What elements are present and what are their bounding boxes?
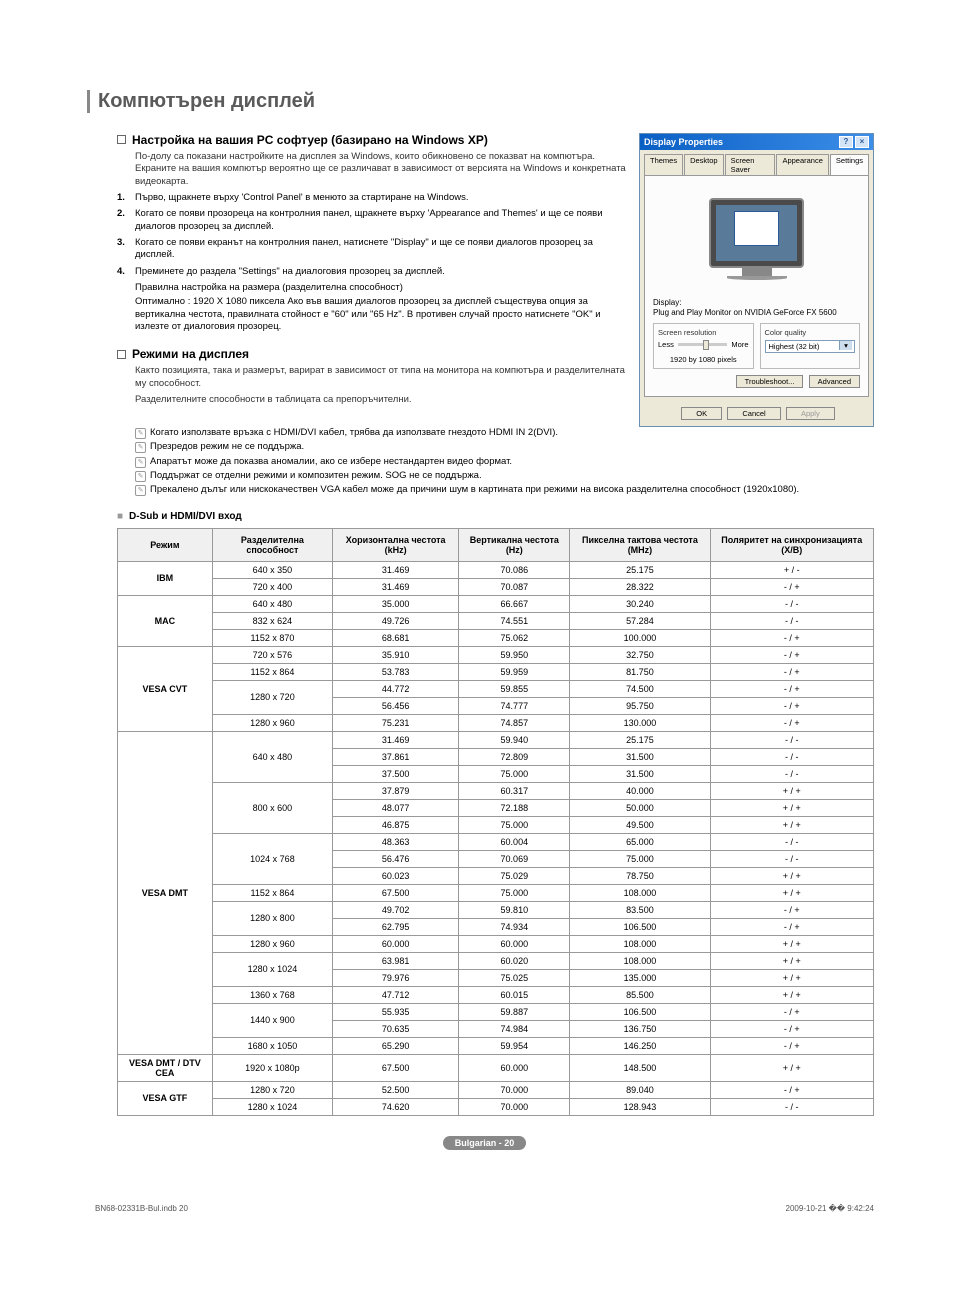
ok-button[interactable]: OK: [681, 407, 722, 420]
resolution-value: 1920 by 1080 pixels: [658, 355, 749, 364]
table-row: 832 x 62449.72674.55157.284- / -: [118, 612, 874, 629]
table-row: 1280 x 102463.98160.020108.000+ / +: [118, 952, 874, 969]
note-3: ✎Апаратът може да показва аномалии, ако …: [135, 456, 874, 468]
table-row: IBM640 x 35031.46970.08625.175+ / -: [118, 561, 874, 578]
close-icon[interactable]: ×: [855, 136, 869, 148]
resolution-slider[interactable]: [678, 343, 728, 346]
table-row: 1680 x 105065.29059.954146.250- / +: [118, 1037, 874, 1054]
resolution-table: Режим Разделителна способност Хоризонтал…: [117, 528, 874, 1116]
section1-header: Настройка на вашия PC софтуер (базирано …: [117, 133, 627, 147]
table-row: 1152 x 86467.50075.000108.000+ / +: [118, 884, 874, 901]
troubleshoot-button[interactable]: Troubleshoot...: [736, 375, 804, 388]
th-mode: Режим: [118, 528, 213, 561]
section2-intro2: Разделителните способности в таблицата с…: [135, 394, 627, 406]
tab-settings[interactable]: Settings: [830, 154, 869, 175]
display-name: Plug and Play Monitor on NVIDIA GeForce …: [653, 308, 860, 317]
step-4-sub1: Правилна настройка на размера (разделите…: [135, 282, 627, 294]
tab-themes[interactable]: Themes: [644, 154, 683, 175]
monitor-preview: [653, 184, 860, 294]
tab-appearance[interactable]: Appearance: [776, 154, 828, 175]
section1-intro: По-долу са показани настройките на диспл…: [135, 151, 627, 188]
section2-intro1: Както позицията, така и размерът, варира…: [135, 365, 627, 390]
table-row: 1280 x 102474.62070.000128.943- / -: [118, 1098, 874, 1115]
table-row: 1280 x 96075.23174.857130.000- / +: [118, 714, 874, 731]
section2-header: Режими на дисплея: [117, 347, 627, 361]
screen-resolution-group: Screen resolution Less More 1920 by 1080…: [653, 323, 754, 369]
page-badge: Bulgarian - 20: [443, 1136, 527, 1150]
step-4-sub2: Оптимално : 1920 X 1080 пиксела Ако във …: [135, 296, 627, 333]
th-vfreq: Вертикална честота (Hz): [459, 528, 570, 561]
step-3: 3.Когато се появи екранът на контролния …: [117, 237, 627, 262]
cancel-button[interactable]: Cancel: [727, 407, 780, 420]
tab-screensaver[interactable]: Screen Saver: [725, 154, 776, 175]
table-row: VESA DMT / DTV CEA1920 x 1080p67.50060.0…: [118, 1054, 874, 1081]
th-hfreq: Хоризонтална честота (kHz): [333, 528, 459, 561]
th-resolution: Разделителна способност: [212, 528, 332, 561]
table-row: 720 x 40031.46970.08728.322- / +: [118, 578, 874, 595]
dp-tabs: Themes Desktop Screen Saver Appearance S…: [640, 150, 873, 175]
table-row: 1024 x 76848.36360.00465.000- / -: [118, 833, 874, 850]
table-row: 800 x 60037.87960.31740.000+ / +: [118, 782, 874, 799]
table-row: VESA DMT640 x 48031.46959.94025.175- / -: [118, 731, 874, 748]
color-quality-dropdown[interactable]: Highest (32 bit): [765, 340, 856, 353]
apply-button[interactable]: Apply: [786, 407, 835, 420]
note-1: ✎Когато използвате връзка с HDMI/DVI каб…: [135, 427, 874, 439]
table-row: 1280 x 96060.00060.000108.000+ / +: [118, 935, 874, 952]
th-polarity: Поляритет на синхронизацията (Х/В): [710, 528, 873, 561]
table-row: 1360 x 76847.71260.01585.500+ / +: [118, 986, 874, 1003]
step-4: 4.Преминете до раздела "Settings" на диа…: [117, 266, 627, 278]
display-label: Display:: [653, 298, 860, 307]
note-5: ✎Прекалено дълъг или нискокачествен VGA …: [135, 484, 874, 496]
tab-desktop[interactable]: Desktop: [684, 154, 724, 175]
bullet-icon: [117, 350, 126, 359]
footer-left: BN68-02331B-Bul.indb 20: [95, 1204, 188, 1213]
note-icon: ✎: [135, 428, 146, 439]
dp-titlebar: Display Properties ? ×: [640, 134, 873, 150]
step-2: 2.Когато се появи прозореца на контролни…: [117, 208, 627, 233]
table-row: MAC640 x 48035.00066.66730.240- / -: [118, 595, 874, 612]
table-row: VESA CVT720 x 57635.91059.95032.750- / +: [118, 646, 874, 663]
note-icon: ✎: [135, 471, 146, 482]
table-row: 1280 x 72044.77259.85574.500- / +: [118, 680, 874, 697]
table-row: VESA GTF1280 x 72052.50070.00089.040- / …: [118, 1081, 874, 1098]
table-row: 1280 x 80049.70259.81083.500- / +: [118, 901, 874, 918]
note-4: ✎Поддържат се отделни режими и композите…: [135, 470, 874, 482]
color-quality-group: Color quality Highest (32 bit): [760, 323, 861, 369]
table-row: 1440 x 90055.93559.887106.500- / +: [118, 1003, 874, 1020]
table-row: 1152 x 87068.68175.062100.000- / +: [118, 629, 874, 646]
table-title: ■D-Sub и HDMI/DVI вход: [117, 511, 874, 522]
page-footer: BN68-02331B-Bul.indb 20 2009-10-21 �� 9:…: [95, 1204, 874, 1213]
footer-right: 2009-10-21 �� 9:42:24: [786, 1204, 874, 1213]
note-2: ✎Презредов режим не се поддържа.: [135, 441, 874, 453]
table-row: 1152 x 86453.78359.95981.750- / +: [118, 663, 874, 680]
step-1: 1.Първо, щракнете върху 'Control Panel' …: [117, 192, 627, 204]
note-icon: ✎: [135, 457, 146, 468]
note-icon: ✎: [135, 442, 146, 453]
bullet-icon: [117, 135, 126, 144]
advanced-button[interactable]: Advanced: [809, 375, 860, 388]
page-title: Компютърен дисплей: [87, 90, 874, 113]
th-pixelclock: Пикселна тактова честота (MHz): [570, 528, 710, 561]
display-properties-window: Display Properties ? × Themes Desktop Sc…: [639, 133, 874, 427]
help-icon[interactable]: ?: [839, 136, 853, 148]
note-icon: ✎: [135, 485, 146, 496]
